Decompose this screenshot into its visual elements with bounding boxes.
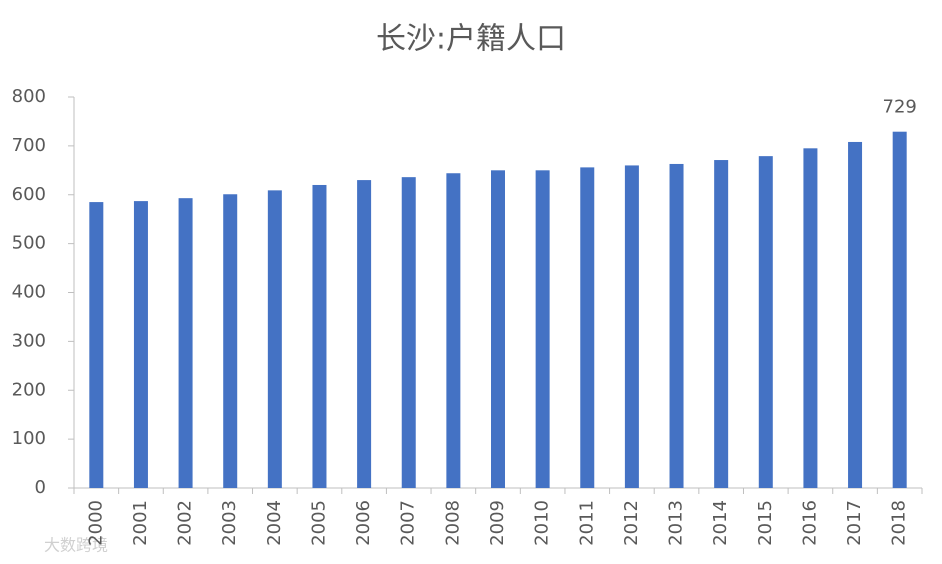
y-tick-label: 0	[35, 477, 46, 498]
bar	[401, 177, 416, 488]
y-tick-label: 600	[12, 184, 46, 205]
bar	[535, 170, 550, 488]
bar	[714, 160, 729, 488]
y-tick-label: 200	[12, 379, 46, 400]
watermark: 大数跨境	[44, 536, 108, 555]
bar	[803, 148, 818, 488]
bar	[133, 201, 148, 488]
bar	[624, 165, 639, 489]
bar	[357, 180, 372, 488]
bar	[848, 141, 863, 488]
bar	[446, 173, 461, 488]
x-tick-label: 2002	[175, 500, 196, 546]
x-tick-label: 2007	[398, 500, 419, 546]
x-tick-label: 2001	[130, 500, 151, 546]
x-tick-label: 2014	[710, 500, 731, 546]
bar	[89, 202, 104, 489]
bar	[312, 184, 327, 488]
bar	[178, 198, 193, 488]
chart-title: 长沙:户籍人口	[376, 22, 566, 57]
x-tick-label: 2018	[889, 500, 910, 546]
x-tick-label: 2006	[353, 500, 374, 546]
x-tick-label: 2000	[85, 500, 106, 546]
bar	[267, 190, 282, 488]
bar	[223, 194, 238, 489]
x-tick-label: 2011	[576, 500, 597, 546]
y-tick-label: 700	[12, 135, 46, 156]
x-tick-label: 2015	[755, 500, 776, 546]
bar	[669, 163, 684, 489]
y-tick-label: 500	[12, 233, 46, 254]
x-tick-label: 2017	[844, 500, 865, 546]
x-tick-label: 2012	[621, 500, 642, 546]
data-label: 729	[883, 97, 917, 118]
bar	[892, 131, 907, 489]
y-tick-label: 800	[12, 86, 46, 107]
y-tick-label: 400	[12, 282, 46, 303]
x-tick-label: 2008	[442, 500, 463, 546]
x-tick-label: 2010	[532, 500, 553, 546]
x-tick-label: 2013	[666, 500, 687, 546]
y-tick-label: 100	[12, 428, 46, 449]
bar	[580, 167, 595, 488]
bar	[491, 170, 505, 488]
x-tick-label: 2009	[487, 500, 508, 546]
x-tick-label: 2004	[264, 500, 285, 546]
x-tick-label: 2005	[308, 500, 329, 546]
x-tick-label: 2003	[219, 500, 240, 546]
x-tick-label: 2016	[799, 500, 820, 546]
bar	[758, 156, 773, 489]
y-tick-label: 300	[12, 330, 46, 351]
